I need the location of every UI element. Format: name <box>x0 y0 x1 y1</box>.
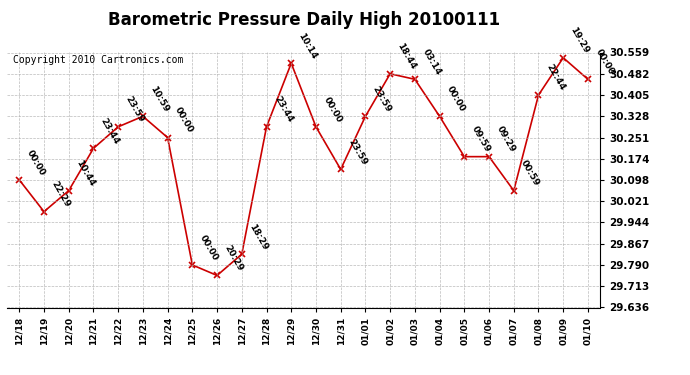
Text: 18:29: 18:29 <box>247 222 270 251</box>
Text: 22:44: 22:44 <box>544 63 566 92</box>
Text: 00:00: 00:00 <box>173 106 195 135</box>
Text: Barometric Pressure Daily High 20100111: Barometric Pressure Daily High 20100111 <box>108 11 500 29</box>
Text: 22:29: 22:29 <box>50 180 72 209</box>
Text: 00:00: 00:00 <box>445 85 467 114</box>
Text: 23:59: 23:59 <box>124 94 146 124</box>
Text: 03:14: 03:14 <box>420 47 442 76</box>
Text: 00:59: 00:59 <box>520 159 542 188</box>
Text: 09:59: 09:59 <box>470 124 492 154</box>
Text: 00:00: 00:00 <box>593 48 615 76</box>
Text: 23:44: 23:44 <box>99 116 121 146</box>
Text: 23:59: 23:59 <box>371 84 393 114</box>
Text: 00:00: 00:00 <box>25 148 47 177</box>
Text: 20:29: 20:29 <box>223 243 245 273</box>
Text: 19:29: 19:29 <box>569 26 591 55</box>
Text: 10:14: 10:14 <box>297 31 319 60</box>
Text: 10:59: 10:59 <box>148 84 170 114</box>
Text: 09:29: 09:29 <box>495 124 517 154</box>
Text: 23:44: 23:44 <box>272 94 295 124</box>
Text: 18:44: 18:44 <box>395 42 418 71</box>
Text: 23:59: 23:59 <box>346 137 368 166</box>
Text: 00:00: 00:00 <box>198 233 219 262</box>
Text: 10:44: 10:44 <box>75 159 97 188</box>
Text: 00:00: 00:00 <box>322 95 344 124</box>
Text: Copyright 2010 Cartronics.com: Copyright 2010 Cartronics.com <box>13 55 184 65</box>
